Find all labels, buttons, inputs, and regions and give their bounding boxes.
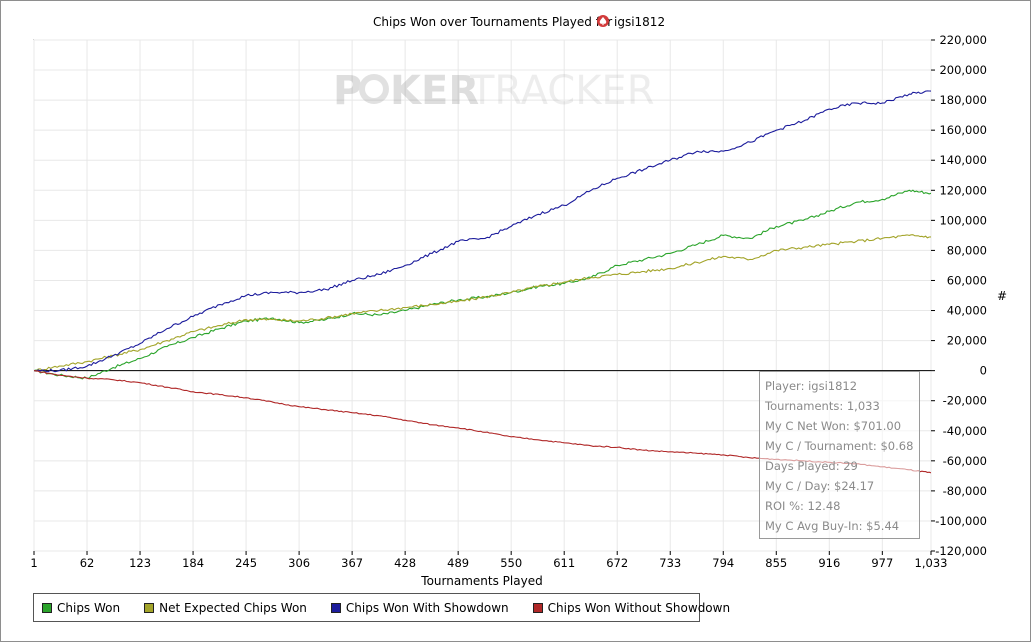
legend-label: Chips Won xyxy=(57,600,121,615)
x-tick-label: 672 xyxy=(606,556,628,570)
x-tick-label: 794 xyxy=(712,556,734,570)
player-name: igsi1812 xyxy=(614,15,665,29)
legend-item: Chips Won xyxy=(42,601,120,615)
x-tick-label: 733 xyxy=(659,556,681,570)
stat-line: Tournaments: 1,033 xyxy=(765,399,880,413)
y-tick-label: -60,000 xyxy=(943,454,987,468)
y-tick-label: -40,000 xyxy=(943,424,987,438)
series-line-chips-won-with-showdown xyxy=(34,90,931,373)
legend-swatch xyxy=(532,602,543,613)
legend-label: Chips Won Without Showdown xyxy=(547,600,731,615)
watermark-middle: KER xyxy=(390,68,479,114)
y-tick-label: 100,000 xyxy=(939,213,987,227)
pokertracker-watermark: P O KER TRACKER xyxy=(333,68,655,114)
y-tick-label: -80,000 xyxy=(943,484,987,498)
x-tick-label: 367 xyxy=(341,556,363,570)
stat-line: Days Played: 29 xyxy=(765,459,858,473)
legend: Chips Won Net Expected Chips Won Chips Won… xyxy=(33,593,730,622)
x-tick-label: 1 xyxy=(30,556,37,570)
x-tick-label: 977 xyxy=(871,556,893,570)
x-tick-label: 550 xyxy=(500,556,522,570)
legend-swatch xyxy=(144,602,155,613)
x-tick-label: 916 xyxy=(818,556,840,570)
y-tick-label: -20,000 xyxy=(943,394,987,408)
legend-label: Chips Won With Showdown xyxy=(345,600,509,615)
series-line-net-expected-chips-won xyxy=(34,234,931,372)
x-tick-label: 184 xyxy=(182,556,204,570)
y-tick-label: 40,000 xyxy=(947,304,987,318)
x-tick-label: 611 xyxy=(553,556,575,570)
x-tick-label: 306 xyxy=(288,556,310,570)
legend-swatch xyxy=(42,602,52,613)
y-tick-label: -100,000 xyxy=(935,514,987,528)
y-tick-label: -120,000 xyxy=(935,544,987,558)
x-tick-label: 245 xyxy=(235,556,257,570)
stat-line: My C Avg Buy-In: $5.44 xyxy=(765,519,900,533)
x-axis-ticks: 1 62 123 184 245 306 367 428 489 550 611 672 733 794 8… xyxy=(30,551,947,570)
y-tick-label: 220,000 xyxy=(939,33,987,47)
chart-title: Chips Won over Tournaments Played for xyxy=(373,15,612,29)
watermark-right: TRACKER xyxy=(469,68,655,114)
y-tick-label: 140,000 xyxy=(939,153,987,167)
x-tick-label: 855 xyxy=(765,556,787,570)
x-tick-label: 428 xyxy=(394,556,416,570)
stat-line: My C Net Won: $701.00 xyxy=(765,419,902,433)
legend-item: Chips Won Without Showdown xyxy=(532,600,731,615)
y-tick-label: 120,000 xyxy=(939,183,987,197)
x-tick-label: 489 xyxy=(447,556,469,570)
legend-label: Net Expected Chips Won xyxy=(159,600,307,615)
stat-line: My C / Tournament: $0.68 xyxy=(765,439,914,453)
spade-icon xyxy=(597,15,609,27)
y-tick-label: 60,000 xyxy=(947,273,987,287)
y-tick-label: 160,000 xyxy=(939,123,987,137)
poker-chip-icon xyxy=(359,74,389,104)
x-tick-label: 123 xyxy=(129,556,151,570)
y-tick-label: 20,000 xyxy=(947,334,987,348)
y-axis-label: # xyxy=(997,289,1007,303)
x-tick-label: 62 xyxy=(80,556,95,570)
y-tick-label: 200,000 xyxy=(939,63,987,77)
x-tick-label: 1,033 xyxy=(915,556,948,570)
y-tick-label: 180,000 xyxy=(939,93,987,107)
y-tick-label: 0 xyxy=(980,364,987,378)
stat-line: My C / Day: $24.17 xyxy=(765,479,875,493)
y-axis-ticks: -120,000 -100,000 -80,000 -60,000 -40,000 -20… xyxy=(931,33,987,558)
legend-swatch xyxy=(330,602,341,613)
y-tick-label: 80,000 xyxy=(947,243,987,257)
x-axis-label: Tournaments Played xyxy=(420,574,542,588)
stats-box: Player: igsi1812 Tournaments: 1,033 My C N… xyxy=(759,371,920,539)
stat-line: ROI %: 12.48 xyxy=(765,499,841,513)
legend-item: Chips Won With Showdown xyxy=(330,600,509,615)
watermark-left: P xyxy=(333,68,362,114)
stat-line: Player: igsi1812 xyxy=(765,379,858,393)
legend-item: Net Expected Chips Won xyxy=(144,601,307,615)
